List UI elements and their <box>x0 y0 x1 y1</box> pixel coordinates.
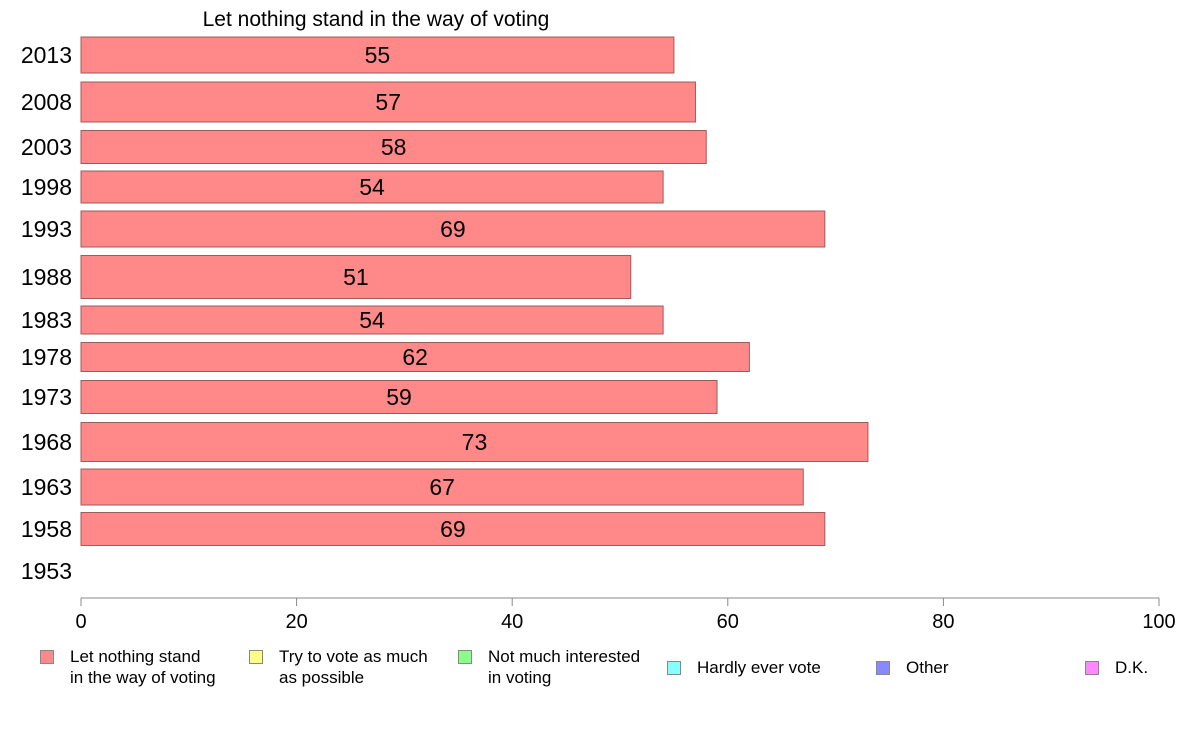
category-label: 2013 <box>21 42 72 68</box>
legend-swatch <box>249 650 263 664</box>
data-label: 59 <box>386 384 412 410</box>
x-tick-label: 80 <box>932 611 954 633</box>
x-tick-label: 100 <box>1142 611 1175 633</box>
data-label: 55 <box>365 42 391 68</box>
category-label: 1993 <box>21 216 72 242</box>
category-label: 1998 <box>21 174 72 200</box>
chart-title: Let nothing stand in the way of voting <box>203 8 550 31</box>
data-label: 62 <box>402 344 428 370</box>
legend-swatch <box>458 650 472 664</box>
bar <box>80 305 664 335</box>
legend-item-hardly-ever-vote: Hardly ever vote <box>667 657 821 678</box>
legend-label: Other <box>906 658 949 677</box>
category-label: 2008 <box>21 89 72 115</box>
bar <box>80 130 707 164</box>
legend-label: Let nothing stand in the way of voting <box>70 647 216 687</box>
bar <box>80 380 718 414</box>
legend-label: Hardly ever vote <box>697 658 821 677</box>
data-label: 67 <box>429 474 455 500</box>
x-tick-label: 40 <box>501 611 523 633</box>
category-label: 2003 <box>21 134 72 160</box>
bar <box>80 36 675 74</box>
data-label: 57 <box>375 89 401 115</box>
legend: Let nothing stand in the way of voting T… <box>0 646 1188 706</box>
legend-item-not-much-interested: Not much interested in voting <box>458 646 640 688</box>
x-tick-label: 20 <box>285 611 307 633</box>
category-label: 1983 <box>21 307 72 333</box>
data-label: 73 <box>462 429 488 455</box>
legend-swatch <box>876 661 890 675</box>
legend-item-let-nothing-stand: Let nothing stand in the way of voting <box>40 646 216 688</box>
category-label: 1963 <box>21 474 72 500</box>
data-label: 54 <box>359 174 385 200</box>
data-label: 69 <box>440 216 466 242</box>
category-label: 1988 <box>21 264 72 290</box>
bar <box>80 468 804 506</box>
category-label: 1958 <box>21 516 72 542</box>
category-label: 1968 <box>21 429 72 455</box>
bar <box>80 255 632 299</box>
x-tick-label: 60 <box>717 611 739 633</box>
category-label: 1978 <box>21 344 72 370</box>
category-label: 1973 <box>21 384 72 410</box>
data-label: 51 <box>343 264 369 290</box>
legend-swatch <box>40 650 54 664</box>
legend-swatch <box>1085 661 1099 675</box>
data-label: 69 <box>440 516 466 542</box>
bar <box>80 210 826 248</box>
legend-label: D.K. <box>1115 658 1149 677</box>
category-label: 1953 <box>21 558 72 584</box>
bar <box>80 81 696 123</box>
legend-label: Not much interested in voting <box>488 647 641 687</box>
bar <box>80 512 826 546</box>
data-label: 58 <box>381 134 407 160</box>
x-tick-label: 0 <box>75 611 86 633</box>
legend-swatch <box>667 661 681 675</box>
bar <box>80 170 664 204</box>
bar <box>80 422 869 462</box>
bar-chart: Let nothing stand in the way of voting 20… <box>21 8 1176 633</box>
legend-label: Try to vote as much as possible <box>279 647 428 687</box>
legend-item-dk: D.K. <box>1085 657 1148 678</box>
data-label: 54 <box>359 307 385 333</box>
legend-item-other: Other <box>876 657 949 678</box>
legend-item-try-to-vote: Try to vote as much as possible <box>249 646 428 688</box>
bar <box>80 342 750 372</box>
